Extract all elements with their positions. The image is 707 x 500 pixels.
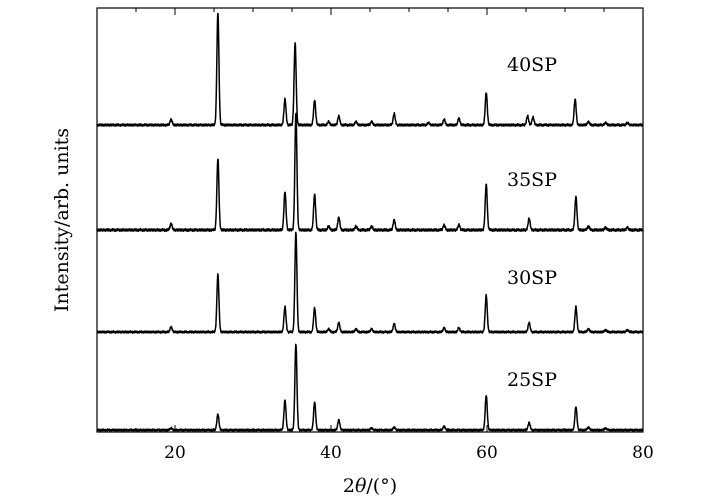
series-label-35sp: 35SP — [507, 169, 557, 191]
trace-30sp — [96, 231, 644, 334]
x-tick-label: 20 — [164, 443, 186, 463]
trace-35sp — [96, 112, 644, 233]
x-tick-labels: 20 40 60 80 — [164, 443, 654, 463]
trace-25sp — [96, 343, 644, 432]
x-axis-ticks — [96, 8, 644, 432]
x-tick-label: 40 — [320, 443, 342, 463]
diffraction-traces — [96, 12, 644, 432]
series-label-40sp: 40SP — [507, 54, 557, 76]
x-tick-label: 60 — [476, 443, 498, 463]
x-tick-label: 80 — [632, 443, 654, 463]
x-axis-label: 2θ/(°) — [343, 475, 397, 497]
trace-40sp — [96, 12, 644, 127]
series-labels: 40SP 35SP 30SP 25SP — [507, 54, 557, 391]
y-axis-label: Intensity/arb. units — [51, 128, 73, 312]
plot-frame — [96, 7, 644, 433]
series-label-30sp: 30SP — [507, 267, 557, 289]
series-label-25sp: 25SP — [507, 369, 557, 391]
